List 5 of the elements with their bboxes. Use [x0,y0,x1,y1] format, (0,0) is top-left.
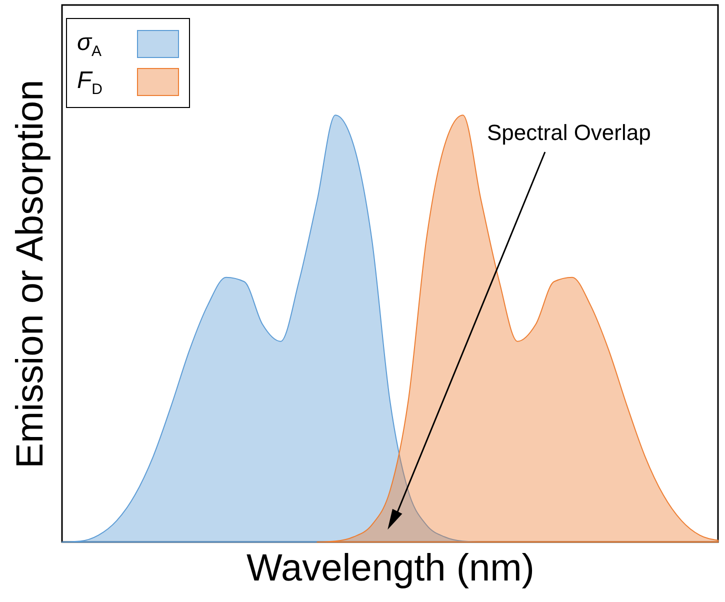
legend-label: F$_{D}$ [77,66,104,98]
legend-label: σ$_{A}$ [77,28,102,60]
y-axis-title: Emission or Absorption [10,80,52,468]
x-axis-title: Wavelength (nm) [246,548,534,590]
annotation: Spectral Overlap [487,120,651,146]
